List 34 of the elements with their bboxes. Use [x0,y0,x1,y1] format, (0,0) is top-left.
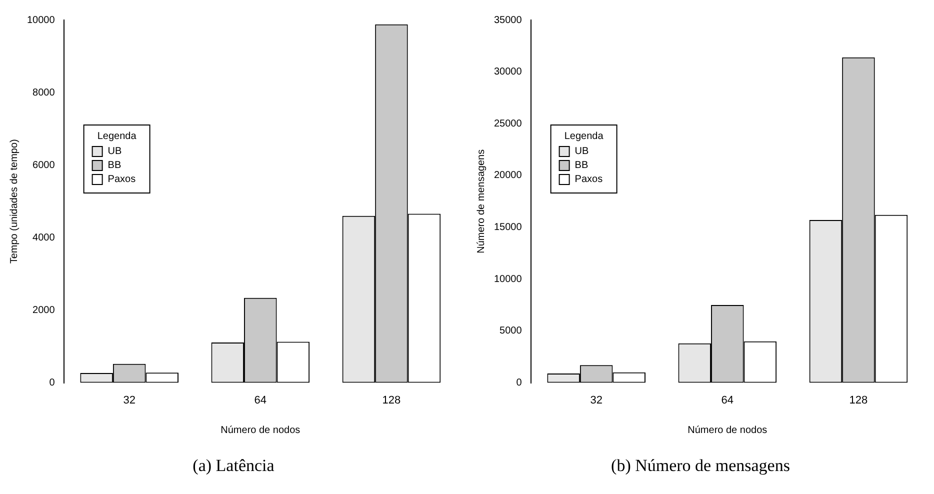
x-tick-label: 128 [849,394,868,406]
y-tick-label: 2000 [32,304,56,316]
legend-label: BB [108,160,122,171]
text: (a) Latência [192,456,276,476]
y-tick-label: 15000 [494,222,522,234]
y-tick-label: 8000 [32,87,56,98]
y-tick-label: 10000 [26,14,56,26]
x-tick-label: 64 [721,394,734,406]
legend-title: Legenda [564,130,604,142]
x-tick-label: 128 [382,394,401,406]
legend-label: Paxos [108,174,136,185]
y-tick-label: 35000 [494,14,522,26]
y-tick-label: 0 [49,378,56,389]
y-tick-label: 5000 [500,326,522,337]
x-tick-label: 32 [590,394,602,406]
y-axis-title: Tempo (unidades de tempo) [8,139,20,264]
x-axis-title: Número de nodos [688,424,768,436]
y-tick-label: 10000 [494,274,522,285]
y-tick-label: 4000 [32,232,56,244]
y-tick-label: 0 [516,378,522,389]
legend-label: UB [108,146,122,157]
y-tick-label: 25000 [494,118,522,130]
x-tick-label: 32 [123,394,136,406]
y-tick-label: 20000 [494,170,522,182]
legend-label: UB [574,146,590,157]
text: (b) Número de mensagens [610,456,791,476]
y-tick-label: 30000 [494,66,522,78]
legend-label: Paxos [574,174,603,185]
y-tick-label: 6000 [32,160,56,171]
y-axis-title: Número de mensagens [476,149,487,254]
legend-label: BB [574,160,588,171]
x-axis-title: Número de nodos [220,424,300,436]
legend-title: Legenda [97,130,137,142]
x-tick-label: 64 [254,394,267,406]
